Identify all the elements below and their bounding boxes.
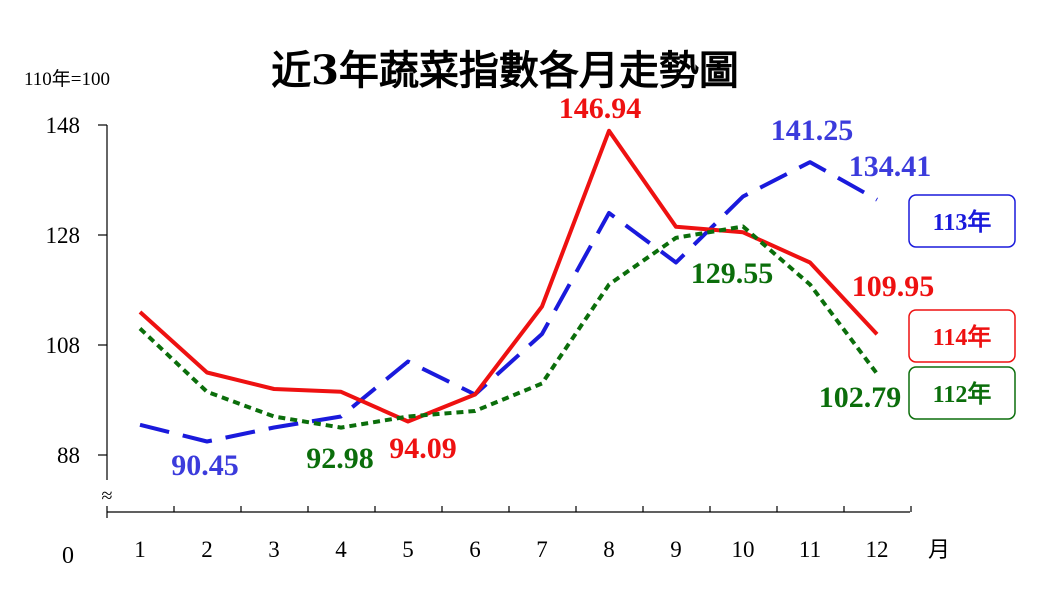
data-label: 90.45 bbox=[171, 449, 239, 482]
x-axis-unit-label: 月 bbox=[928, 537, 950, 562]
legend-box bbox=[908, 194, 1016, 248]
data-label: 92.98 bbox=[306, 442, 374, 475]
legend-label: 114年 bbox=[933, 323, 992, 351]
chart-title: 近3年蔬菜指數各月走勢圖 bbox=[271, 47, 739, 94]
data-label: 146.94 bbox=[559, 92, 642, 125]
x-tick-label: 5 bbox=[402, 537, 414, 562]
data-label: 94.09 bbox=[389, 432, 457, 465]
data-label: 129.55 bbox=[691, 257, 774, 290]
legend-label: 113年 bbox=[933, 208, 992, 236]
x-tick-label: 1 bbox=[134, 537, 146, 562]
y-axis-unit-label: 110年=100 bbox=[24, 68, 110, 90]
series-line bbox=[139, 160, 878, 444]
x-tick-label: 10 bbox=[732, 537, 755, 562]
x-tick-label: 7 bbox=[536, 537, 548, 562]
y-tick-label: 148 bbox=[46, 113, 81, 138]
data-label: 134.41 bbox=[849, 150, 932, 183]
x-tick-label: 4 bbox=[335, 537, 347, 562]
x-tick-label: 8 bbox=[603, 537, 615, 562]
legend-box bbox=[908, 366, 1016, 420]
x-tick-label: 11 bbox=[799, 537, 821, 562]
y-tick-label: 128 bbox=[46, 223, 81, 248]
axis-break-symbol: ≈ bbox=[102, 485, 113, 507]
y-origin-label: 0 bbox=[62, 543, 74, 569]
data-label: 141.25 bbox=[771, 114, 854, 147]
y-tick-label: 88 bbox=[57, 443, 80, 468]
y-tick-label: 108 bbox=[46, 333, 81, 358]
data-label: 102.79 bbox=[819, 381, 902, 414]
x-tick-label: 12 bbox=[866, 537, 889, 562]
legend-label: 112年 bbox=[933, 380, 992, 408]
data-label: 109.95 bbox=[852, 270, 935, 303]
legend: 113年 114年 112年 bbox=[908, 194, 1016, 420]
series-lines bbox=[138, 128, 879, 444]
x-tick-label: 3 bbox=[268, 537, 280, 562]
x-tick-label: 2 bbox=[201, 537, 213, 562]
x-tick-label: 9 bbox=[670, 537, 682, 562]
x-tick-label: 6 bbox=[469, 537, 481, 562]
legend-box bbox=[908, 309, 1016, 363]
series-line bbox=[138, 224, 879, 430]
